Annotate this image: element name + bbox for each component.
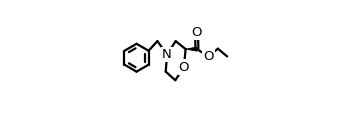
Text: O: O xyxy=(179,60,189,74)
Text: N: N xyxy=(162,48,172,61)
Text: O: O xyxy=(192,26,202,39)
Polygon shape xyxy=(185,47,197,51)
Text: O: O xyxy=(203,50,214,63)
